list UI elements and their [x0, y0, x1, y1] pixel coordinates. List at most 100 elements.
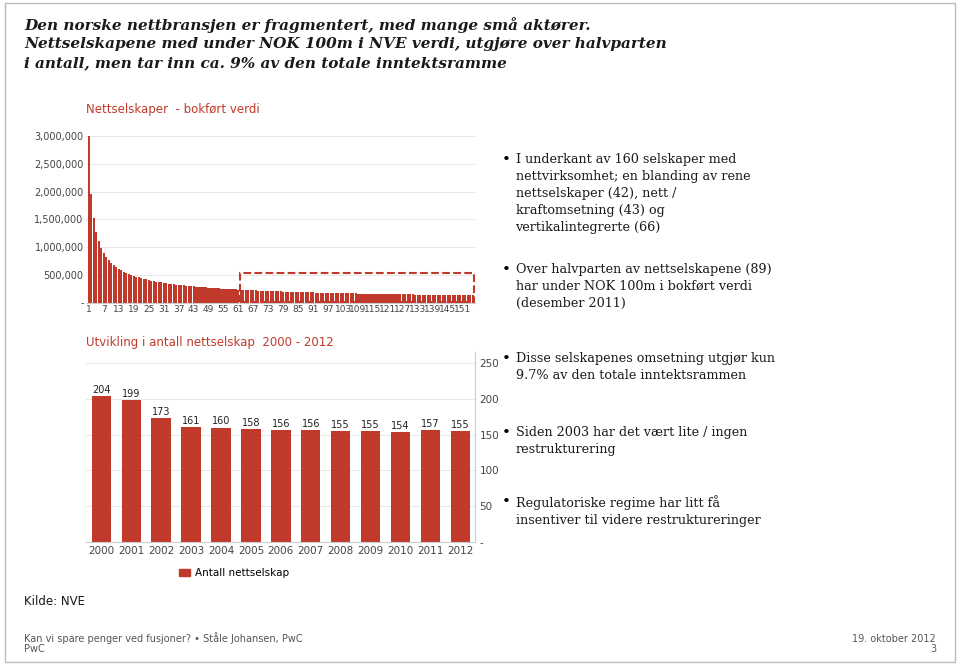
Bar: [421, 295, 424, 303]
Bar: [237, 289, 239, 303]
Bar: [120, 270, 122, 303]
Bar: [285, 291, 287, 303]
Bar: [145, 279, 147, 303]
Bar: [320, 293, 322, 303]
Bar: [210, 288, 212, 303]
Bar: [185, 286, 187, 303]
Bar: [270, 291, 272, 303]
Bar: [317, 293, 320, 303]
Bar: [271, 430, 291, 542]
Text: •: •: [502, 352, 511, 366]
Bar: [331, 431, 350, 542]
Bar: [402, 295, 404, 303]
Bar: [279, 291, 282, 303]
Bar: [340, 293, 342, 303]
Bar: [337, 293, 339, 303]
Bar: [131, 275, 132, 303]
Bar: [110, 263, 112, 303]
Bar: [391, 432, 410, 542]
Bar: [187, 286, 190, 303]
Bar: [175, 285, 178, 303]
Text: 160: 160: [212, 416, 230, 426]
Bar: [273, 291, 275, 303]
Bar: [429, 295, 431, 303]
Bar: [168, 283, 170, 303]
Bar: [450, 431, 470, 542]
Bar: [465, 295, 467, 303]
Bar: [420, 295, 421, 303]
Bar: [327, 293, 329, 303]
Text: 199: 199: [122, 388, 140, 398]
Text: 161: 161: [181, 416, 201, 426]
Bar: [98, 241, 100, 303]
Bar: [242, 290, 245, 303]
Bar: [427, 295, 429, 303]
Bar: [143, 279, 145, 303]
Text: 204: 204: [92, 385, 110, 395]
Bar: [106, 257, 108, 303]
Text: Regulatoriske regime har litt få
insentiver til videre restruktureringer: Regulatoriske regime har litt få insenti…: [516, 495, 760, 527]
Text: Kilde: NVE: Kilde: NVE: [24, 595, 85, 608]
Bar: [370, 294, 372, 303]
Bar: [377, 294, 379, 303]
Bar: [292, 292, 295, 303]
Text: •: •: [502, 426, 511, 440]
Bar: [395, 294, 396, 303]
Bar: [335, 293, 337, 303]
Bar: [245, 290, 247, 303]
Bar: [347, 293, 349, 303]
Legend: Antall nettselskap: Antall nettselskap: [175, 564, 293, 583]
Text: •: •: [502, 263, 511, 277]
Bar: [415, 295, 417, 303]
Bar: [452, 295, 454, 303]
Bar: [399, 295, 401, 303]
Bar: [178, 285, 180, 303]
Bar: [240, 290, 242, 303]
Bar: [287, 292, 289, 303]
Bar: [372, 294, 374, 303]
Bar: [342, 293, 345, 303]
Bar: [125, 273, 128, 303]
Bar: [323, 293, 324, 303]
Bar: [442, 295, 444, 303]
Bar: [248, 290, 250, 303]
Bar: [440, 295, 442, 303]
Bar: [87, 136, 90, 303]
Bar: [260, 291, 262, 303]
Text: Kan vi spare penger ved fusjoner? • Ståle Johansen, PwC: Kan vi spare penger ved fusjoner? • Stål…: [24, 632, 302, 644]
Bar: [220, 289, 222, 303]
Bar: [135, 277, 137, 303]
Bar: [170, 284, 172, 303]
Bar: [359, 293, 362, 303]
Bar: [407, 295, 409, 303]
Bar: [362, 294, 364, 303]
Bar: [265, 291, 267, 303]
Bar: [150, 281, 153, 303]
Bar: [392, 294, 394, 303]
Text: 155: 155: [331, 420, 350, 430]
Bar: [156, 281, 157, 303]
Bar: [257, 291, 259, 303]
Bar: [275, 291, 276, 303]
Text: I underkant av 160 selskaper med
nettvirksomhet; en blanding av rene
nettselskap: I underkant av 160 selskaper med nettvir…: [516, 153, 750, 234]
Bar: [462, 295, 464, 303]
Bar: [173, 284, 175, 303]
Bar: [252, 291, 254, 303]
Bar: [384, 294, 387, 303]
Bar: [382, 294, 384, 303]
Bar: [217, 289, 220, 303]
Bar: [195, 287, 197, 303]
Bar: [277, 291, 279, 303]
Bar: [115, 267, 117, 303]
Bar: [232, 289, 234, 303]
Bar: [412, 295, 414, 303]
Bar: [315, 293, 317, 303]
Text: 156: 156: [301, 420, 320, 430]
Bar: [203, 287, 204, 303]
Text: Utvikling i antall nettselskap  2000 - 2012: Utvikling i antall nettselskap 2000 - 20…: [86, 336, 334, 348]
Bar: [152, 418, 171, 542]
Bar: [160, 283, 162, 303]
Bar: [95, 232, 97, 303]
Text: 3: 3: [930, 644, 936, 654]
Bar: [282, 291, 284, 303]
